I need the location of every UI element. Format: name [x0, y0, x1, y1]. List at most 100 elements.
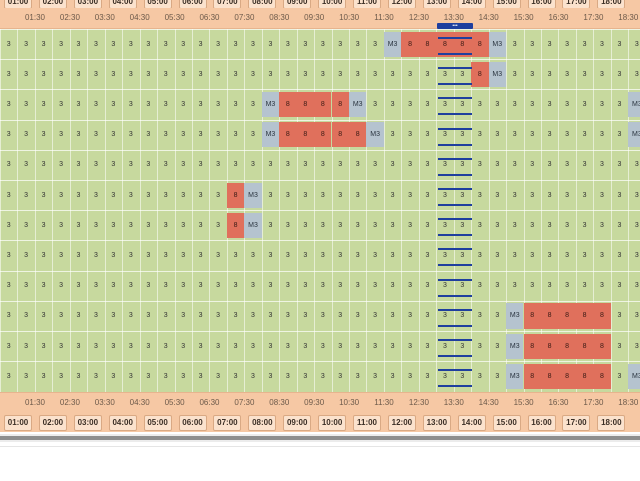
schedule-cell[interactable]: 3	[111, 372, 116, 380]
horizontal-scrollbar-thumb[interactable]	[0, 436, 640, 440]
schedule-cell[interactable]: 3	[285, 282, 290, 290]
schedule-cell[interactable]: 3	[6, 342, 11, 350]
schedule-cell[interactable]: 3	[373, 161, 378, 169]
schedule-cell[interactable]: 3	[6, 131, 11, 139]
schedule-cell[interactable]: 3	[146, 70, 151, 78]
schedule-cell[interactable]: 3	[303, 282, 308, 290]
schedule-cell[interactable]: 3	[268, 221, 273, 229]
schedule-cell[interactable]: M3	[349, 92, 367, 118]
schedule-cell[interactable]: 3	[408, 282, 412, 290]
schedule-cell[interactable]: 3	[6, 252, 11, 259]
schedule-cell[interactable]: 3	[390, 342, 395, 350]
schedule-cell[interactable]: 3	[373, 252, 378, 259]
schedule-cell[interactable]: 3	[93, 40, 98, 48]
schedule-cell[interactable]: 3	[76, 252, 81, 259]
schedule-cell[interactable]: 8	[279, 122, 297, 148]
schedule-cell[interactable]: 3	[512, 131, 517, 139]
schedule-cell[interactable]: 3	[198, 252, 203, 259]
schedule-cell[interactable]: 3	[582, 191, 587, 199]
schedule-cell[interactable]: 3	[634, 161, 639, 169]
schedule-cell[interactable]: 3	[163, 131, 168, 139]
schedule-cell[interactable]: 3	[216, 312, 221, 320]
schedule-cell[interactable]: 3	[59, 131, 63, 139]
schedule-cell[interactable]: 3	[442, 282, 447, 290]
schedule-cell[interactable]: 3	[617, 191, 622, 199]
schedule-cell[interactable]: 3	[24, 101, 29, 108]
schedule-cell[interactable]: 8	[523, 363, 541, 389]
schedule-cell[interactable]: 3	[565, 101, 570, 108]
schedule-cell[interactable]: 3	[76, 161, 81, 169]
schedule-cell[interactable]: 3	[390, 70, 395, 78]
schedule-cell[interactable]: M3	[488, 31, 506, 57]
schedule-cell[interactable]: 3	[111, 191, 116, 199]
schedule-cell[interactable]: 3	[268, 282, 273, 290]
schedule-cell[interactable]: 3	[338, 161, 343, 169]
schedule-cell[interactable]: 3	[512, 282, 517, 290]
schedule-cell[interactable]: 3	[634, 342, 639, 350]
schedule-cell[interactable]: 3	[495, 131, 500, 139]
schedule-cell[interactable]: 3	[460, 191, 465, 199]
schedule-cell[interactable]: 3	[617, 131, 622, 139]
schedule-cell[interactable]: 3	[181, 70, 186, 78]
schedule-cell[interactable]: 3	[233, 282, 238, 290]
schedule-cell[interactable]: 3	[233, 101, 238, 108]
schedule-cell[interactable]: 3	[251, 252, 255, 259]
schedule-cell[interactable]: 8	[331, 122, 349, 148]
schedule-cell[interactable]: 3	[146, 252, 151, 259]
schedule-cell[interactable]: 3	[24, 40, 29, 48]
schedule-cell[interactable]: 3	[512, 161, 517, 169]
schedule-cell[interactable]: 3	[198, 342, 203, 350]
schedule-cell[interactable]: 3	[442, 252, 447, 259]
schedule-cell[interactable]: 3	[425, 191, 430, 199]
schedule-cell[interactable]: 3	[198, 70, 203, 78]
schedule-cell[interactable]: 3	[373, 221, 378, 229]
schedule-cell[interactable]: 3	[425, 70, 430, 78]
schedule-cell[interactable]: 3	[198, 221, 203, 229]
schedule-cell[interactable]: 3	[565, 40, 570, 48]
schedule-cell[interactable]: 3	[6, 40, 11, 48]
schedule-cell[interactable]: 3	[600, 191, 604, 199]
schedule-cell[interactable]: 3	[442, 101, 447, 108]
schedule-cell[interactable]: 3	[93, 161, 98, 169]
schedule-cell[interactable]: 3	[408, 342, 412, 350]
schedule-cell[interactable]: 3	[146, 40, 151, 48]
schedule-cell[interactable]: 3	[565, 70, 570, 78]
schedule-cell[interactable]: 3	[93, 342, 98, 350]
schedule-cell[interactable]: 3	[425, 101, 430, 108]
schedule-cell[interactable]: M3	[628, 122, 640, 148]
schedule-cell[interactable]: 3	[24, 221, 29, 229]
schedule-cell[interactable]: 3	[408, 221, 412, 229]
schedule-cell[interactable]: 3	[425, 161, 430, 169]
schedule-cell[interactable]: 3	[390, 131, 395, 139]
schedule-cell[interactable]: 3	[547, 161, 552, 169]
schedule-cell[interactable]: 8	[523, 333, 541, 359]
schedule-cell[interactable]: 3	[233, 372, 238, 380]
schedule-cell[interactable]: 3	[460, 161, 465, 169]
schedule-cell[interactable]: 3	[111, 101, 116, 108]
schedule-cell[interactable]: 3	[512, 101, 517, 108]
schedule-cell[interactable]: 8	[226, 212, 245, 238]
schedule-cell[interactable]: 3	[547, 101, 552, 108]
schedule-cell[interactable]: 3	[128, 342, 133, 350]
schedule-cell[interactable]: 3	[600, 70, 604, 78]
schedule-cell[interactable]: 3	[442, 161, 447, 169]
schedule-cell[interactable]: 3	[146, 161, 151, 169]
schedule-cell[interactable]: 3	[111, 70, 116, 78]
schedule-cell[interactable]: 3	[59, 312, 63, 320]
schedule-cell[interactable]: 3	[477, 312, 482, 320]
schedule-cell[interactable]: 3	[233, 312, 238, 320]
schedule-cell[interactable]: 3	[477, 161, 482, 169]
schedule-cell[interactable]: 3	[6, 101, 11, 108]
schedule-cell[interactable]: 3	[460, 342, 465, 350]
schedule-cell[interactable]: 3	[24, 312, 29, 320]
schedule-cell[interactable]: 3	[59, 191, 63, 199]
schedule-cell[interactable]: 3	[512, 70, 517, 78]
schedule-cell[interactable]: 3	[268, 372, 273, 380]
schedule-cell[interactable]: 3	[495, 312, 500, 320]
schedule-cell[interactable]: 8	[296, 122, 315, 148]
schedule-cell[interactable]: 3	[617, 40, 622, 48]
schedule-cell[interactable]: 3	[181, 282, 186, 290]
schedule-cell[interactable]: 3	[373, 191, 378, 199]
schedule-cell[interactable]: 3	[24, 372, 29, 380]
schedule-cell[interactable]: 3	[320, 40, 325, 48]
